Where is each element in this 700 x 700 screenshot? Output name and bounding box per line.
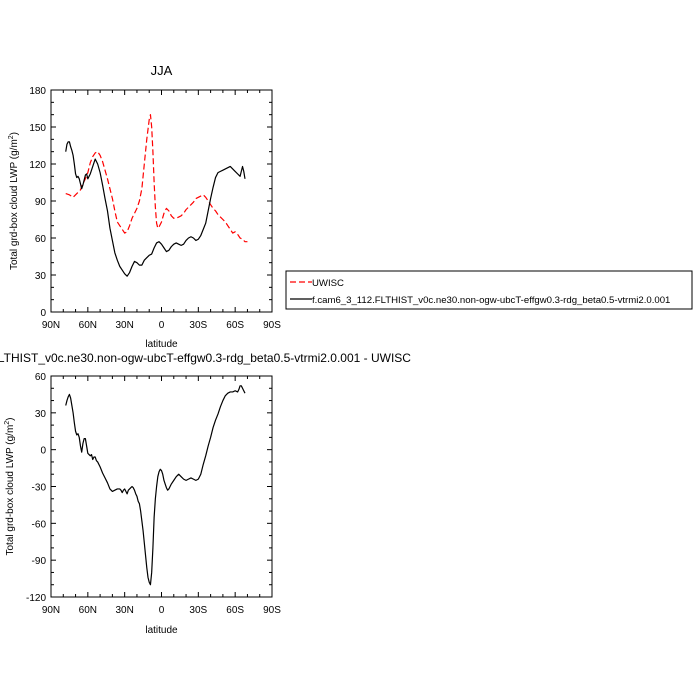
chart-title: f.cam6_3_112.FLTHIST_v0c.ne30.non-ogw-ub… [0,351,411,365]
x-tick-label: 0 [159,605,165,616]
y-tick-label: 0 [40,308,46,319]
legend-label-0: UWISC [312,278,344,289]
series-line-0 [66,386,245,585]
plot-frame [51,376,272,597]
x-tick-label: 60N [79,320,97,331]
chart-title: JJA [151,63,173,78]
y-axis-label-close: ) [9,132,20,135]
x-tick-label: 60S [226,605,244,616]
bottom-panel-difference: f.cam6_3_112.FLTHIST_v0c.ne30.non-ogw-ub… [0,351,411,636]
y-tick-label: -90 [32,556,47,567]
legend-label-1: f.cam6_3_112.FLTHIST_v0c.ne30.non-ogw-ub… [312,295,670,306]
y-tick-label: 120 [29,160,46,171]
x-tick-label: 30N [115,605,133,616]
x-axis-label: latitude [145,625,178,636]
y-axis-label: Total grd-box cloud LWP (g/m2) [8,132,20,270]
x-axis-label: latitude [145,339,178,350]
y-tick-label: -30 [32,483,47,494]
legend: UWISC f.cam6_3_112.FLTHIST_v0c.ne30.non-o… [286,271,692,309]
x-tick-label: 90S [263,320,281,331]
x-tick-label: 90S [263,605,281,616]
y-tick-label: -120 [26,593,46,604]
y-tick-label: 150 [29,123,46,134]
y-tick-label: 30 [35,271,47,282]
y-tick-label: 90 [35,197,47,208]
x-tick-label: 60S [226,320,244,331]
x-tick-label: 30N [115,320,133,331]
y-tick-label: 60 [35,234,47,245]
y-tick-label: -60 [32,519,47,530]
y-tick-label: 60 [35,372,47,383]
y-axis-label-main: Total grd-box cloud LWP (g/m [5,425,16,556]
top-panel-jja: JJA 0 30 60 90 120 150 180 90N 60N 30N 0 30S 60S 90S la… [8,63,281,350]
plot-frame [51,90,272,312]
y-axis-label-main: Total grd-box cloud LWP (g/m [9,139,20,270]
y-tick-label: 0 [40,446,46,457]
y-tick-label: 30 [35,409,47,420]
x-tick-label: 90N [42,605,60,616]
y-tick-label: 180 [29,86,46,97]
x-tick-label: 60N [79,605,97,616]
x-tick-label: 90N [42,320,60,331]
x-tick-label: 0 [159,320,165,331]
y-axis-label: Total grd-box cloud LWP (g/m2) [4,417,16,555]
series-line-0 [66,115,248,242]
x-tick-label: 30S [189,605,207,616]
y-axis-label-close: ) [5,417,16,420]
x-tick-label: 30S [189,320,207,331]
